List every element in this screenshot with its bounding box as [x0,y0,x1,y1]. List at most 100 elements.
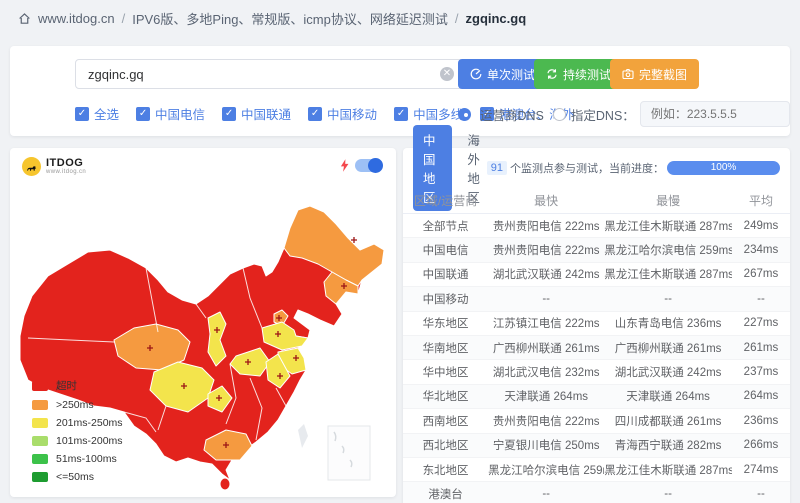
cell-fastest: -- [542,487,550,500]
cell-region: 西北地区 [422,440,469,453]
results-card: 中国地区 海外地区 91 个监测点参与测试，当前进度： 100% 区域/运营商 … [403,125,790,503]
cell-slowest: 广西柳州联通 261ms [614,342,722,355]
legend-item: 101ms-200ms [32,435,123,447]
cell-fastest: 湖北武汉联通 242ms [492,269,600,282]
table-row: 华东地区 江苏镇江电信 222ms 山东青岛电信 236ms 227ms [403,312,790,336]
custom-dns-input[interactable] [639,101,790,127]
cell-region: 全部节点 [422,220,469,233]
cell-region: 港澳台 [428,488,463,501]
breadcrumb-menu[interactable]: IPV6版、多地Ping、常规版、icmp协议、网络延迟测试 [132,12,448,27]
province-chongqing [207,385,233,413]
checkbox-checked-icon: ✓ [308,106,323,121]
cell-average: 236ms [743,414,779,427]
itdog-logo[interactable]: ITDOG www.itdog.cn [22,157,86,176]
table-row: 华中地区 湖北武汉电信 232ms 湖北武汉联通 242ms 237ms [403,360,790,385]
target-input-wrap: ✕ [75,59,463,89]
cell-fastest: 贵州贵阳电信 222ms [492,220,600,233]
screenshot-button[interactable]: 完整截图 [610,59,700,89]
cell-region: 中国电信 [422,245,469,258]
lightning-icon [340,159,349,172]
legend-swatch [32,400,48,410]
legend-item: 201ms-250ms [32,417,123,429]
cell-fastest: 天津联通 264ms [504,391,589,404]
carrier-checkbox[interactable]: ✓ 中国多线 [394,104,463,123]
cell-average: 274ms [743,463,779,476]
header-fastest: 最快 [534,194,559,208]
map-tools [340,158,383,173]
breadcrumb: www.itdog.cn / IPV6版、多地Ping、常规版、icmp协议、网… [18,9,526,28]
carrier-checkbox[interactable]: ✓ 中国移动 [308,104,377,123]
cell-fastest: 黑龙江哈尔滨电信 259ms [488,464,604,477]
legend-label: 101ms-200ms [56,435,123,447]
search-card: ✕ 单次测试 持续测试 完整截图 ✓ 全选 ✓ 中国电信 ✓ 中国联通 [10,46,790,136]
cell-slowest: 四川成都联通 261ms [614,415,722,428]
header-region: 区域/运营商 [413,194,478,208]
legend-swatch [32,380,48,391]
dns-options: 运营商DNS 指定DNS： [458,101,790,127]
legend-swatch [32,418,48,428]
table-row: 全部节点 贵州贵阳电信 222ms 黑龙江佳木斯联通 287ms 249ms [403,214,790,239]
cell-slowest: -- [664,487,672,500]
legend-swatch [32,436,48,446]
provinces-over-250ms [113,205,385,461]
table-row: 中国电信 贵州贵阳电信 222ms 黑龙江哈尔滨电信 259ms 234ms [403,238,790,263]
logo-text: ITDOG [46,157,84,169]
cell-fastest: 湖北武汉电信 232ms [492,367,600,380]
checkbox-checked-icon: ✓ [75,106,89,121]
cell-fastest: -- [542,292,550,305]
breadcrumb-current: zgqinc.gq [465,11,527,26]
cell-average: 227ms [743,317,779,330]
progress-text: 个监测点参与测试，当前进度： [510,163,664,175]
cell-fastest: 贵州贵阳电信 222ms [492,245,600,258]
target-input[interactable] [75,59,463,89]
cell-slowest: 湖北武汉联通 242ms [614,367,722,380]
single-test-button[interactable]: 单次测试 [458,59,548,89]
table-body: 全部节点 贵州贵阳电信 222ms 黑龙江佳木斯联通 287ms 249ms 中… [403,214,790,503]
clear-icon[interactable]: ✕ [440,67,454,81]
cell-region: 西南地区 [422,415,469,428]
province-heilongjiang [283,205,385,287]
carrier-checkbox[interactable]: ✓ 全选 [75,104,119,123]
cell-slowest: 天津联通 264ms [626,391,710,404]
map-legend: 超时 >250ms 201ms-250ms 101ms-200ms 51ms-1… [32,378,123,483]
test-progress-meta: 91 个监测点参与测试，当前进度： 100% [486,160,780,176]
progress-bar: 100% [667,161,780,175]
map-card: ITDOG www.itdog.cn [10,148,396,497]
table-row: 中国联通 湖北武汉联通 242ms 黑龙江佳木斯联通 287ms 267ms [403,263,790,288]
custom-dns-radio[interactable] [552,107,566,121]
cell-region: 华南地区 [422,342,469,355]
city-markers [147,237,357,448]
legend-swatch [32,472,48,482]
china-map[interactable] [10,168,396,492]
results-tabs: 中国地区 海外地区 91 个监测点参与测试，当前进度： 100% [403,125,790,211]
legend-label: 超时 [56,380,77,392]
cell-region: 华东地区 [422,318,469,331]
province-hainan [219,477,231,491]
carrier-dns-radio[interactable] [458,107,471,121]
tab-china[interactable]: 中国地区 [413,125,453,211]
cell-slowest: 黑龙江哈尔滨电信 259ms [604,245,732,258]
continuous-test-button[interactable]: 持续测试 [534,59,624,89]
province-shaanxi [207,311,227,367]
table-row: 东北地区 黑龙江哈尔滨电信 259ms 黑龙江佳木斯联通 287ms 274ms [403,458,790,483]
cell-average: 237ms [743,366,779,379]
legend-item: 超时 [32,378,123,393]
carrier-checkbox[interactable]: ✓ 中国电信 [136,104,205,123]
legend-label: 51ms-100ms [56,453,117,465]
legend-swatch [32,454,48,464]
cell-slowest: 黑龙江佳木斯联通 287ms [604,269,732,282]
province-jilin [323,271,359,305]
cell-fastest: 江苏镇江电信 222ms [492,318,600,331]
province-qinghai [113,323,191,371]
legend-item: >250ms [32,399,123,411]
fast-mode-toggle[interactable] [355,158,383,173]
breadcrumb-site[interactable]: www.itdog.cn [38,11,115,26]
breadcrumb-separator: / [454,11,459,26]
dog-icon [22,157,41,176]
checkbox-checked-icon: ✓ [394,106,409,121]
carrier-checkbox[interactable]: ✓ 中国联通 [222,104,291,123]
cell-average: 261ms [743,341,779,354]
cell-fastest: 宁夏银川电信 250ms [492,440,600,453]
tab-overseas[interactable]: 海外地区 [467,134,480,205]
carrier-dns-label: 运营商DNS [480,108,544,123]
